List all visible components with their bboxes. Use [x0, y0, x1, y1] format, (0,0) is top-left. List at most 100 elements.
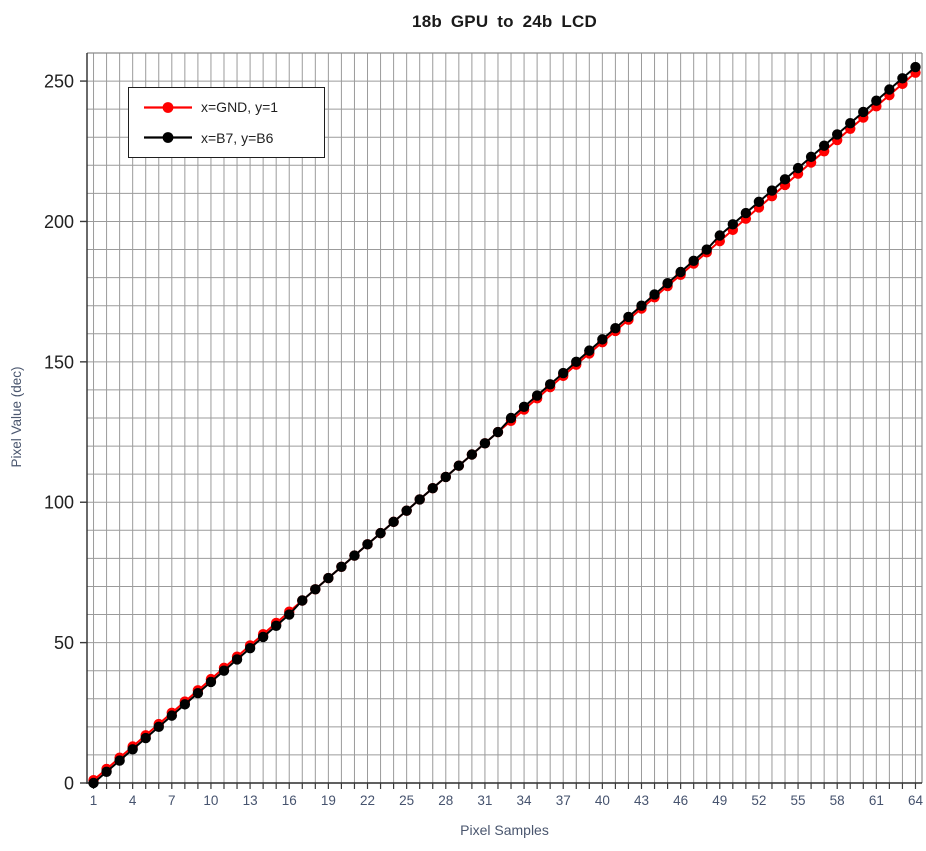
svg-text:22: 22 — [360, 793, 375, 808]
svg-text:61: 61 — [869, 793, 884, 808]
data-point — [218, 665, 230, 676]
data-point — [362, 539, 373, 550]
svg-text:13: 13 — [243, 793, 258, 808]
data-point — [388, 516, 399, 528]
svg-text:50: 50 — [54, 633, 74, 653]
svg-text:52: 52 — [751, 793, 766, 808]
series-line-black — [92, 66, 917, 784]
svg-text:64: 64 — [908, 793, 924, 808]
data-point — [897, 73, 908, 84]
data-point — [636, 300, 647, 311]
data-point — [427, 482, 438, 494]
data-point — [192, 687, 204, 699]
data-point — [753, 196, 765, 208]
data-point — [584, 345, 595, 356]
data-point — [88, 777, 99, 789]
data-point — [375, 527, 386, 539]
data-point — [518, 401, 530, 412]
data-point — [818, 140, 830, 151]
y-axis-title: Pixel Value (dec) — [9, 366, 24, 468]
data-point — [675, 266, 686, 278]
legend-item-black: x=B7, y=B6 — [143, 130, 324, 146]
y-tick-marks — [80, 80, 87, 784]
legend-label-red: x=GND, y=1 — [201, 99, 279, 116]
svg-text:37: 37 — [556, 793, 571, 808]
data-point — [414, 494, 425, 505]
svg-text:0: 0 — [64, 774, 74, 794]
data-point — [531, 390, 543, 401]
data-point — [140, 732, 151, 744]
chart-title: 18b GPU to 24b LCD — [412, 12, 597, 31]
data-point — [701, 244, 712, 255]
data-point — [714, 230, 725, 241]
data-point — [401, 505, 412, 516]
data-point — [871, 95, 882, 106]
svg-text:40: 40 — [595, 793, 610, 808]
legend-label-black: x=B7, y=B6 — [201, 129, 274, 146]
data-point — [166, 710, 178, 721]
svg-text:10: 10 — [203, 793, 218, 808]
svg-text:58: 58 — [830, 793, 845, 808]
data-point — [727, 219, 739, 230]
svg-text:1: 1 — [90, 793, 98, 808]
x-tick-labels: 1 4 7 10 13 16 19 22 25 28 31 34 37 40 43 46 49 52 55 58 61 6… — [90, 793, 924, 808]
data-point — [558, 367, 569, 379]
svg-text:49: 49 — [712, 793, 727, 808]
data-point — [597, 334, 608, 345]
data-point — [205, 676, 217, 688]
svg-text:34: 34 — [517, 793, 533, 808]
data-point — [440, 471, 451, 483]
data-point — [544, 379, 556, 390]
svg-text:25: 25 — [399, 793, 414, 808]
plot-border — [87, 52, 923, 783]
data-point — [101, 766, 112, 777]
data-point — [740, 207, 752, 219]
data-point — [910, 61, 921, 73]
svg-text:4: 4 — [129, 793, 137, 808]
y-gridlines — [87, 80, 922, 756]
svg-text:31: 31 — [477, 793, 492, 808]
legend-red-marker-icon — [144, 101, 192, 113]
data-point — [649, 289, 660, 300]
legend-black-marker-icon — [144, 132, 192, 144]
data-point — [153, 721, 164, 733]
svg-text:16: 16 — [282, 793, 297, 808]
data-point — [492, 426, 504, 438]
data-point — [270, 620, 282, 631]
data-point — [792, 162, 804, 174]
axis-lines — [86, 53, 922, 784]
legend-item-red: x=GND, y=1 — [143, 99, 324, 115]
data-point — [453, 460, 465, 471]
svg-text:100: 100 — [44, 493, 74, 513]
data-point — [466, 449, 478, 460]
data-point — [349, 550, 360, 561]
series-black — [88, 61, 921, 789]
data-point — [179, 699, 191, 710]
svg-text:46: 46 — [673, 793, 688, 808]
data-point — [297, 595, 308, 606]
data-point — [610, 322, 621, 334]
data-point — [688, 255, 699, 266]
legend: x=GND, y=1 x=B7, y=B6 — [128, 87, 325, 158]
data-point — [323, 572, 334, 584]
svg-text:250: 250 — [44, 72, 74, 92]
data-point — [858, 106, 869, 118]
data-point — [662, 278, 673, 289]
svg-text:19: 19 — [321, 793, 336, 808]
data-point — [766, 185, 778, 196]
data-point — [257, 631, 269, 643]
data-point — [884, 84, 895, 95]
svg-text:43: 43 — [634, 793, 649, 808]
data-point — [310, 584, 321, 595]
data-point — [505, 412, 517, 424]
data-point — [623, 311, 634, 323]
data-point — [479, 438, 491, 449]
svg-text:55: 55 — [791, 793, 806, 808]
data-point — [779, 174, 791, 185]
data-point — [114, 755, 125, 766]
y-tick-labels: 0 50 100 150 200 250 — [44, 72, 74, 794]
svg-text:7: 7 — [168, 793, 176, 808]
x-tick-marks — [92, 783, 917, 789]
